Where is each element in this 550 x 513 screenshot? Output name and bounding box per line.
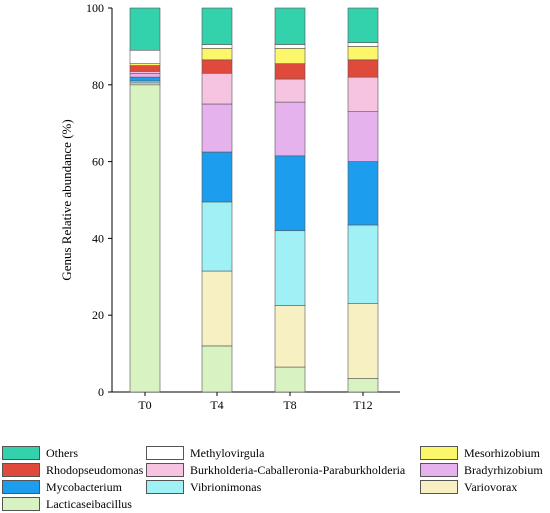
bar-segment-others: [347, 7, 379, 43]
bar-segment-mesorhizobium: [201, 48, 233, 61]
bar-segment-mesorhizobium: [274, 48, 306, 64]
bar-segment-others: [201, 7, 233, 45]
legend-swatch: [2, 446, 40, 460]
legend-item: Mycobacterium: [2, 479, 122, 495]
legend-swatch: [146, 463, 184, 477]
bar-segment-vibrionimonas: [201, 201, 233, 272]
legend-label: Lacticaseibacillus: [46, 496, 132, 511]
bar-segment-rhodopseudomonas: [347, 59, 379, 78]
y-tick-label: 20: [92, 308, 104, 322]
bar-stack-t4: [201, 7, 233, 393]
x-tick-label: T4: [210, 398, 223, 412]
legend-label: Variovorax: [464, 479, 518, 494]
bar-segment-mycobacterium: [129, 76, 161, 82]
bar-segment-methylovirgula: [129, 49, 161, 64]
legend-label: Mesorhizobium: [464, 445, 540, 460]
y-tick-label: 0: [98, 385, 104, 399]
bar-segment-vibrionimonas: [347, 224, 379, 304]
bar-stack-t12: [347, 7, 379, 393]
legend-label: Rhodopseudomonas: [46, 462, 144, 477]
bar-segment-methylovirgula: [201, 44, 233, 49]
y-tick-label: 60: [92, 155, 104, 169]
y-tick-label: 100: [86, 1, 104, 15]
legend-swatch: [2, 480, 40, 494]
legend-label: Burkholderia-Caballeronia-Paraburkholder…: [190, 462, 406, 477]
bar-segment-vibrionimonas: [274, 230, 306, 306]
bar-segment-mesorhizobium: [347, 46, 379, 61]
x-tick-label: T12: [353, 398, 372, 412]
legend-swatch: [420, 463, 458, 477]
bar-segment-others: [129, 7, 161, 51]
stacked-bar-chart: 0 20 40 60 80 100 T0 T4 T8 T12 Genus Relative abu…: [59, 1, 400, 412]
legend-label: Vibrionimonas: [190, 479, 262, 494]
bar-segment-lacticaseibacillus: [347, 378, 379, 393]
bar-segment-bradyrhizobium: [274, 101, 306, 157]
bar-segment-methylovirgula: [274, 44, 306, 49]
axes: 0 20 40 60 80 100 T0 T4 T8 T12: [86, 1, 400, 412]
bar-segment-burkholderia-caballeronia-paraburkholderia: [274, 78, 306, 103]
bar-segment-rhodopseudomonas: [201, 59, 233, 74]
bar-segment-mycobacterium: [274, 155, 306, 232]
bar-segment-lacticaseibacillus: [274, 366, 306, 393]
bar-segment-mycobacterium: [201, 151, 233, 203]
legend-swatch: [2, 463, 40, 477]
bar-segment-methylovirgula: [347, 42, 379, 47]
legend: Others Methylovirgula Mesorhizobium Rhodops…: [0, 440, 550, 513]
legend-label: Mycobacterium: [46, 479, 122, 494]
bar-segment-rhodopseudomonas: [274, 63, 306, 80]
bar-segment-burkholderia-caballeronia-paraburkholderia: [347, 76, 379, 112]
bar-stack-t8: [274, 7, 306, 393]
y-tick-label: 80: [92, 78, 104, 92]
legend-swatch: [420, 480, 458, 494]
bar-segment-lacticaseibacillus: [201, 345, 233, 393]
bars: [129, 7, 379, 393]
bar-segment-mycobacterium: [347, 161, 379, 226]
y-axis-title: Genus Relative abundance (%): [59, 119, 74, 280]
bar-segment-bradyrhizobium: [129, 72, 161, 78]
legend-swatch: [420, 446, 458, 460]
legend-item: Others: [2, 445, 78, 461]
legend-item: Burkholderia-Caballeronia-Paraburkholder…: [146, 462, 405, 478]
bar-segment-burkholderia-caballeronia-paraburkholderia: [201, 72, 233, 105]
legend-label: Others: [46, 445, 78, 460]
legend-item: Variovorax: [420, 479, 517, 495]
legend-label: Methylovirgula: [190, 445, 265, 460]
legend-item: Vibrionimonas: [146, 479, 261, 495]
legend-swatch: [146, 480, 184, 494]
bar-segment-bradyrhizobium: [347, 111, 379, 162]
bar-segment-others: [274, 7, 306, 45]
bar-stack-t0: [129, 7, 161, 393]
bar-segment-lacticaseibacillus: [129, 84, 161, 393]
legend-item: Rhodopseudomonas: [2, 462, 143, 478]
bar-segment-bradyrhizobium: [201, 103, 233, 153]
legend-label: Bradyrhizobium: [464, 462, 543, 477]
x-tick-label: T0: [138, 398, 151, 412]
legend-item: Lacticaseibacillus: [2, 496, 132, 512]
bar-segment-rhodopseudomonas: [129, 65, 161, 72]
bar-segment-variovorax: [347, 303, 379, 379]
legend-item: Mesorhizobium: [420, 445, 540, 461]
bar-segment-variovorax: [201, 270, 233, 347]
legend-swatch: [2, 497, 40, 511]
bar-segment-variovorax: [274, 305, 306, 368]
legend-item: Methylovirgula: [146, 445, 264, 461]
x-tick-label: T8: [283, 398, 296, 412]
legend-item: Bradyrhizobium: [420, 462, 543, 478]
y-tick-label: 40: [92, 231, 104, 245]
legend-swatch: [146, 446, 184, 460]
